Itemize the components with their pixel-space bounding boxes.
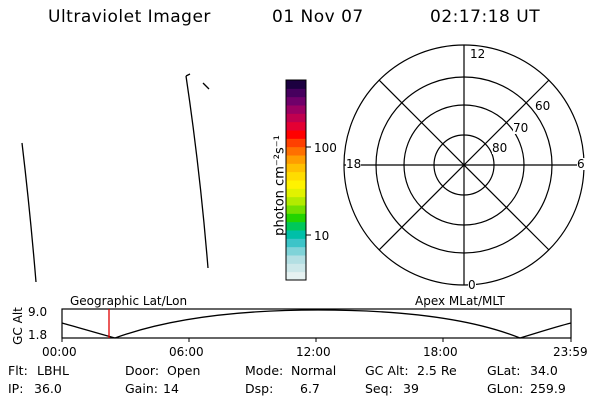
glat-label: GLat: — [487, 363, 521, 378]
colorbar-cell — [286, 180, 306, 189]
mode-value: Normal — [291, 363, 337, 378]
door-label: Door: — [125, 363, 160, 378]
seq-label: Seq: — [365, 381, 393, 396]
colorbar-cell — [286, 213, 306, 223]
gain-value: 14 — [163, 381, 179, 396]
colorbar-cell — [286, 221, 306, 231]
timeline-right-title: Apex MLat/MLT — [415, 294, 505, 308]
colorbar-cell — [286, 113, 306, 123]
coastline-trace-fragment — [202, 82, 210, 90]
colorbar-cell — [286, 138, 306, 148]
time-label-2359: 23:59 — [553, 345, 588, 359]
coastline-trace-hook — [185, 73, 191, 77]
seq-value: 39 — [403, 381, 419, 396]
mlat-label-80: 80 — [492, 141, 508, 155]
altitude-curve — [61, 309, 572, 339]
colorbar-cell — [286, 271, 306, 281]
timeline-y-max: 9.0 — [28, 305, 48, 319]
colorbar-tick-label-10: 10 — [314, 229, 330, 243]
mlat-label-60: 60 — [535, 99, 551, 113]
gcalt-value: 2.5 Re — [417, 363, 457, 378]
colorbar-cell — [286, 246, 306, 256]
date-label: 01 Nov 07 — [272, 7, 364, 27]
colorbar-cell — [286, 130, 306, 139]
door-value: Open — [167, 363, 201, 378]
dsp-value: 6.7 — [300, 381, 320, 396]
filter-label: Flt: — [8, 363, 28, 378]
colorbar-cells — [286, 80, 306, 281]
time-label: 02:17:18 UT — [430, 7, 541, 27]
colorbar-cell — [286, 146, 306, 156]
timeline-left-title: Geographic Lat/Lon — [70, 294, 188, 308]
time-label-1800: 18:00 — [423, 345, 458, 359]
colorbar-cell — [286, 263, 306, 273]
colorbar-frame — [285, 79, 307, 281]
colorbar-cell — [286, 171, 306, 181]
colorbar-cell — [286, 105, 306, 114]
colorbar-cell — [286, 205, 306, 214]
colorbar-cell — [286, 238, 306, 248]
time-label-0000: 00:00 — [42, 345, 77, 359]
glon-value: 259.9 — [530, 381, 566, 396]
coastline-trace-left — [21, 142, 37, 283]
colorbar-cell — [286, 96, 306, 106]
colorbar-cell — [286, 80, 306, 89]
colorbar-cell — [286, 163, 306, 173]
timeline-y-min: 1.8 — [28, 328, 48, 342]
glon-label: GLon: — [487, 381, 524, 396]
colorbar-cell — [286, 255, 306, 264]
mlt-label-18: 18 — [346, 157, 362, 171]
colorbar-tick-label-100: 100 — [314, 141, 337, 155]
instrument-title: Ultraviolet Imager — [48, 7, 211, 27]
glat-value: 34.0 — [530, 363, 558, 378]
mlt-label-0: 0 — [468, 278, 476, 292]
timeline-frame — [61, 308, 572, 339]
mlt-label-12: 12 — [470, 47, 486, 61]
ip-value: 36.0 — [34, 381, 62, 396]
time-label-1200: 12:00 — [296, 345, 331, 359]
coastline-trace-right — [185, 75, 209, 269]
dsp-label: Dsp: — [245, 381, 274, 396]
mlat-label-70: 70 — [513, 121, 529, 135]
colorbar-cell — [286, 188, 306, 198]
time-label-0600: 06:00 — [169, 345, 204, 359]
colorbar-cell — [286, 88, 306, 98]
gain-label: Gain: — [125, 381, 158, 396]
filter-value: LBHL — [37, 363, 69, 378]
colorbar-cell — [286, 196, 306, 206]
colorbar-cell — [286, 155, 306, 164]
colorbar-cell — [286, 121, 306, 131]
mode-label: Mode: — [245, 363, 284, 378]
colorbar-cell — [286, 230, 306, 239]
gcalt-label: GC Alt: — [365, 363, 409, 378]
polar-diagonal-2 — [378, 79, 550, 251]
ip-label: IP: — [8, 381, 24, 396]
mlt-label-6: 6 — [577, 157, 585, 171]
